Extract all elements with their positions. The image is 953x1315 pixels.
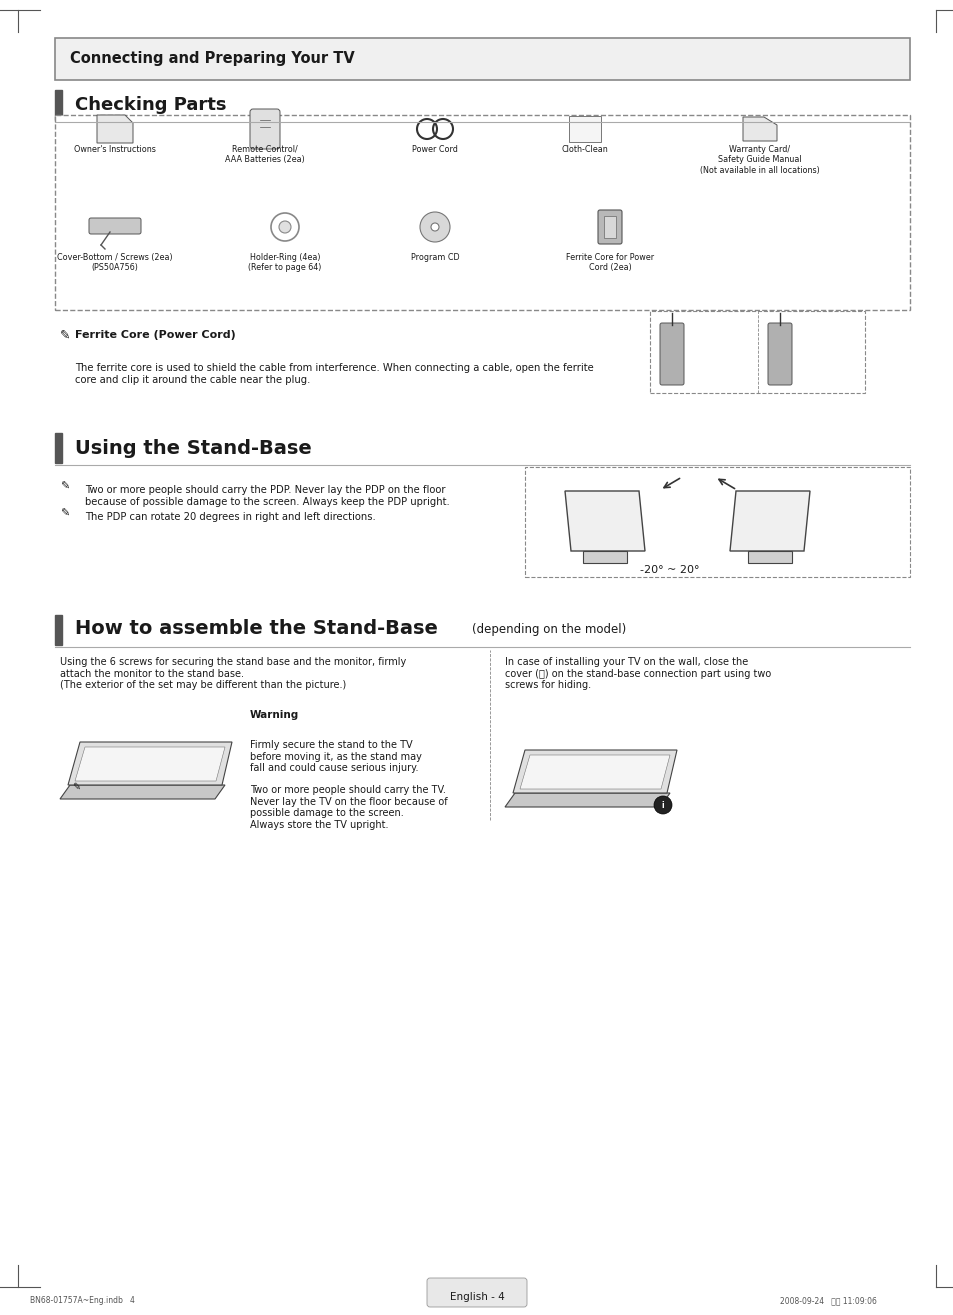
FancyBboxPatch shape	[250, 109, 280, 149]
Text: Ferrite Core for Power
Cord (2ea): Ferrite Core for Power Cord (2ea)	[565, 252, 654, 272]
Text: Holder-Ring (4ea)
(Refer to page 64): Holder-Ring (4ea) (Refer to page 64)	[248, 252, 321, 272]
Text: Using the Stand-Base: Using the Stand-Base	[75, 438, 312, 458]
Polygon shape	[519, 755, 669, 789]
Polygon shape	[68, 742, 232, 785]
Polygon shape	[504, 793, 669, 807]
Polygon shape	[729, 490, 809, 551]
FancyBboxPatch shape	[55, 38, 909, 80]
Text: Warning: Warning	[250, 710, 299, 721]
FancyBboxPatch shape	[603, 216, 616, 238]
Text: i: i	[661, 801, 663, 810]
Text: Cover-Bottom / Screws (2ea)
(PS50A756): Cover-Bottom / Screws (2ea) (PS50A756)	[57, 252, 172, 272]
FancyBboxPatch shape	[649, 312, 864, 393]
Text: Remote Control/
AAA Batteries (2ea): Remote Control/ AAA Batteries (2ea)	[225, 145, 305, 164]
Text: Two or more people should carry the TV.
Never lay the TV on the floor because of: Two or more people should carry the TV. …	[250, 785, 447, 830]
Circle shape	[431, 224, 438, 231]
Text: The PDP can rotate 20 degrees in right and left directions.: The PDP can rotate 20 degrees in right a…	[85, 512, 375, 522]
Polygon shape	[742, 117, 776, 141]
FancyBboxPatch shape	[598, 210, 621, 245]
Text: Firmly secure the stand to the TV
before moving it, as the stand may
fall and co: Firmly secure the stand to the TV before…	[250, 740, 421, 773]
Polygon shape	[513, 750, 677, 793]
FancyBboxPatch shape	[767, 323, 791, 385]
Text: Connecting and Preparing Your TV: Connecting and Preparing Your TV	[70, 51, 355, 67]
Text: ✎: ✎	[60, 509, 70, 519]
Polygon shape	[75, 747, 225, 781]
FancyBboxPatch shape	[89, 218, 141, 234]
Text: Ferrite Core (Power Cord): Ferrite Core (Power Cord)	[75, 330, 235, 341]
Bar	[55, 615, 62, 644]
Text: How to assemble the Stand-Base: How to assemble the Stand-Base	[75, 619, 437, 639]
FancyBboxPatch shape	[582, 551, 626, 563]
FancyBboxPatch shape	[659, 323, 683, 385]
Polygon shape	[564, 490, 644, 551]
Text: Two or more people should carry the PDP. Never lay the PDP on the floor
because : Two or more people should carry the PDP.…	[85, 485, 449, 506]
Text: In case of installing your TV on the wall, close the
cover (ⓘ) on the stand-base: In case of installing your TV on the wal…	[504, 658, 770, 690]
Text: Cloth-Clean: Cloth-Clean	[561, 145, 608, 154]
Text: ✎: ✎	[71, 782, 80, 792]
Bar	[55, 433, 62, 463]
Text: English - 4: English - 4	[449, 1293, 504, 1302]
FancyBboxPatch shape	[568, 116, 600, 142]
Text: ✎: ✎	[60, 483, 70, 492]
Text: 2008-09-24   오전 11:09:06: 2008-09-24 오전 11:09:06	[780, 1297, 876, 1304]
Text: Checking Parts: Checking Parts	[75, 96, 226, 114]
Text: Program CD: Program CD	[410, 252, 458, 262]
Circle shape	[654, 796, 671, 814]
Circle shape	[419, 212, 450, 242]
Text: (depending on the model): (depending on the model)	[472, 622, 625, 635]
Text: -20° ~ 20°: -20° ~ 20°	[639, 565, 699, 575]
Text: Power Cord: Power Cord	[412, 145, 457, 154]
Polygon shape	[60, 785, 225, 800]
Text: Using the 6 screws for securing the stand base and the monitor, firmly
attach th: Using the 6 screws for securing the stan…	[60, 658, 406, 690]
FancyBboxPatch shape	[427, 1278, 526, 1307]
FancyBboxPatch shape	[747, 551, 791, 563]
Text: Warranty Card/
Safety Guide Manual
(Not available in all locations): Warranty Card/ Safety Guide Manual (Not …	[700, 145, 819, 175]
Polygon shape	[97, 114, 132, 143]
Text: BN68-01757A~Eng.indb   4: BN68-01757A~Eng.indb 4	[30, 1297, 134, 1304]
FancyBboxPatch shape	[524, 467, 909, 577]
Text: The ferrite core is used to shield the cable from interference. When connecting : The ferrite core is used to shield the c…	[75, 363, 593, 384]
Bar	[55, 89, 62, 120]
Text: Owner's Instructions: Owner's Instructions	[74, 145, 155, 154]
Text: ✎: ✎	[60, 329, 71, 342]
FancyBboxPatch shape	[55, 114, 909, 310]
Circle shape	[278, 221, 291, 233]
